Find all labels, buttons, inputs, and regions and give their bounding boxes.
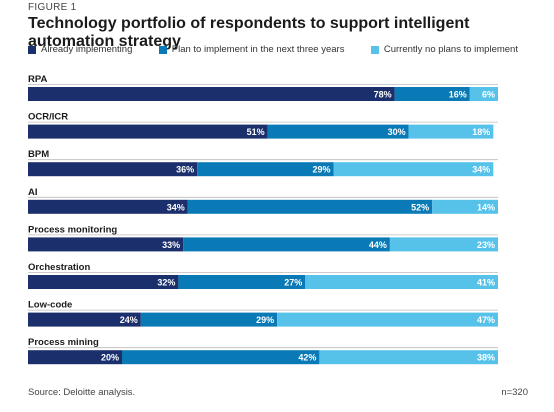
legend-item-plan: Plan to implement in the next three year… (158, 44, 345, 55)
category-label: Orchestration (28, 262, 90, 273)
data-label-already: 32% (157, 278, 175, 288)
bar-already (28, 124, 268, 139)
data-label-already: 51% (247, 127, 265, 137)
data-label-plan: 52% (411, 202, 429, 212)
chart-title: Technology portfolio of respondents to s… (28, 15, 470, 50)
bar-already (28, 275, 179, 289)
bar-none (277, 312, 498, 327)
data-label-already: 24% (120, 315, 138, 325)
bar-already (28, 199, 188, 214)
bar-plan (187, 199, 433, 214)
bar-plan (122, 350, 320, 365)
legend-label-none: Currently no plans to implement (383, 44, 518, 55)
category-label: RPA (28, 74, 47, 85)
data-label-already: 78% (374, 90, 392, 100)
bar-none (333, 162, 494, 177)
source-note: Source: Deloitte analysis. (28, 387, 136, 398)
legend-swatch-already (28, 45, 36, 54)
data-label-plan: 16% (449, 90, 467, 100)
data-label-none: 14% (477, 202, 495, 212)
category-label: Process monitoring (28, 224, 117, 235)
data-label-none: 6% (482, 90, 495, 100)
legend: Already implementing Plan to implement i… (28, 44, 518, 55)
data-label-plan: 30% (388, 127, 406, 137)
bar-already (28, 312, 141, 327)
category-label: AI (28, 187, 38, 198)
bar-already (28, 350, 122, 365)
sample-size: n=320 (501, 387, 528, 398)
data-label-none: 18% (472, 127, 490, 137)
bar-already (28, 237, 184, 252)
data-label-already: 33% (162, 240, 180, 250)
bar-none (319, 350, 498, 365)
bar-none (469, 87, 498, 101)
data-label-plan: 29% (312, 165, 330, 175)
category-label: Process mining (28, 337, 99, 348)
data-label-none: 47% (477, 315, 495, 325)
bar-plan (178, 275, 306, 289)
legend-swatch-plan (158, 45, 167, 54)
bar-plan (394, 87, 470, 101)
legend-item-already: Already implementing (28, 44, 132, 55)
data-label-already: 36% (176, 165, 194, 175)
bar-plan (140, 312, 278, 327)
bar-plan (197, 162, 334, 177)
data-label-plan: 44% (369, 240, 387, 250)
data-label-plan: 27% (284, 278, 302, 288)
bar-plan (183, 237, 390, 252)
bar-none (305, 275, 498, 289)
category-label: Low-code (28, 300, 72, 311)
bar-plan (267, 124, 409, 139)
category-label: BPM (28, 149, 49, 160)
category-label: OCR/ICR (28, 112, 68, 123)
legend-swatch-none (370, 45, 379, 54)
data-label-none: 38% (477, 353, 495, 363)
figure-label: FIGURE 1 (28, 2, 77, 13)
bar-already (28, 162, 198, 177)
legend-label-plan: Plan to implement in the next three year… (171, 44, 345, 55)
legend-label-already: Already implementing (41, 44, 133, 55)
bar-none (432, 199, 498, 214)
legend-item-none: Currently no plans to implement (370, 44, 518, 55)
data-label-none: 34% (472, 165, 490, 175)
data-label-plan: 42% (298, 353, 316, 363)
data-label-none: 23% (477, 240, 495, 250)
data-label-already: 20% (101, 353, 119, 363)
data-label-plan: 29% (256, 315, 274, 325)
bar-none (408, 124, 494, 139)
data-label-none: 41% (477, 278, 495, 288)
bar-already (28, 87, 395, 101)
bar-none (389, 237, 498, 252)
data-label-already: 34% (167, 202, 185, 212)
